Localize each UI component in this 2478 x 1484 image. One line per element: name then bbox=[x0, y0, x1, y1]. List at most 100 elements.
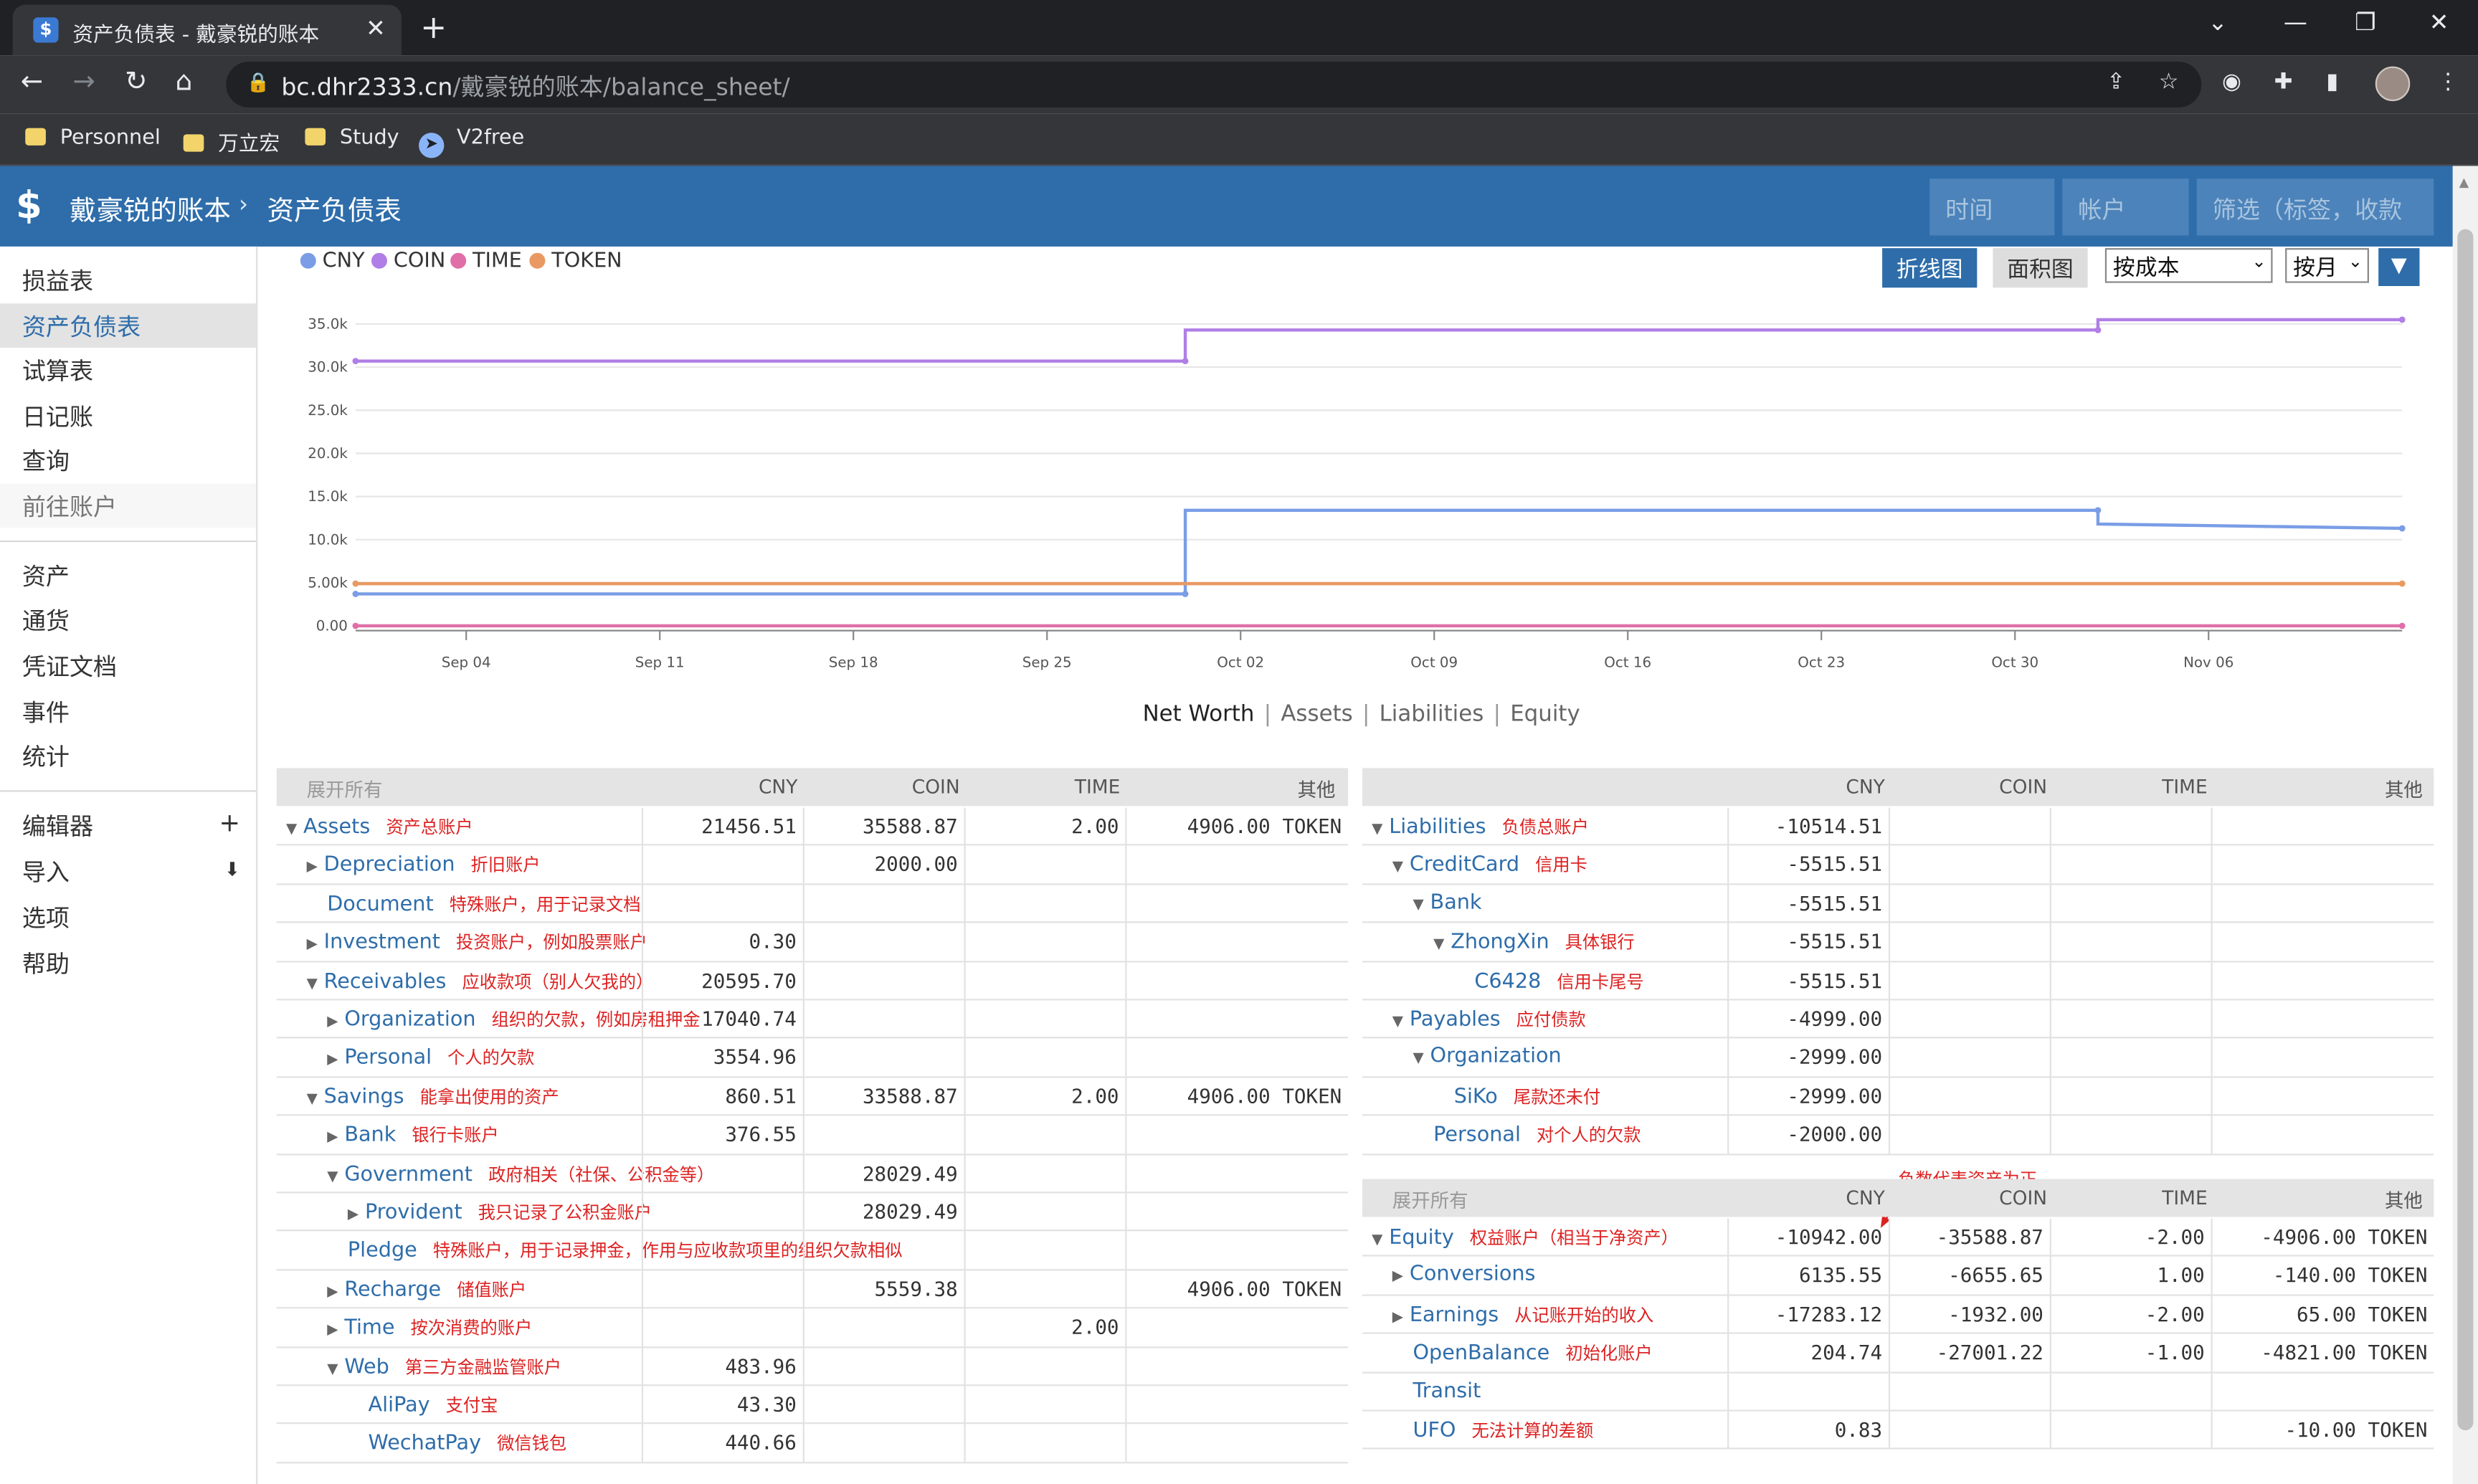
account-label[interactable]: Bank bbox=[1430, 890, 1482, 915]
account-name[interactable]: UFO 无法计算的差额 bbox=[1392, 1417, 1593, 1443]
sidebar-item-help[interactable]: 帮助 bbox=[22, 949, 70, 979]
account-name[interactable]: ▶ Earnings 从记账开始的收入 bbox=[1392, 1302, 1653, 1327]
account-name[interactable]: Personal 对个人的欠款 bbox=[1413, 1123, 1641, 1148]
account-name[interactable]: ▼ CreditCard 信用卡 bbox=[1392, 852, 1587, 877]
account-name[interactable]: ▶ Recharge 储值账户 bbox=[327, 1277, 526, 1302]
sidebar-item-balance-sheet[interactable]: 资产负债表 bbox=[0, 303, 257, 348]
account-label[interactable]: Time bbox=[344, 1316, 395, 1341]
legend-token[interactable]: TOKEN bbox=[529, 249, 622, 273]
account-label[interactable]: Conversions bbox=[1409, 1263, 1536, 1288]
account-label[interactable]: Organization bbox=[1430, 1045, 1562, 1070]
sidebar-item-goto-account[interactable]: 前往账户 bbox=[0, 483, 257, 528]
legend-time[interactable]: TIME bbox=[450, 249, 522, 273]
caret-down-icon[interactable]: ▼ bbox=[1392, 1014, 1404, 1031]
account-label[interactable]: Transit bbox=[1413, 1379, 1481, 1403]
window-close-icon[interactable]: ✕ bbox=[2429, 8, 2449, 37]
tab-equity[interactable]: Equity bbox=[1510, 701, 1580, 728]
home-icon[interactable]: ⌂ bbox=[175, 66, 193, 98]
caret-down-icon[interactable]: ▼ bbox=[327, 1361, 338, 1378]
sidebar-item-events[interactable]: 事件 bbox=[22, 698, 70, 728]
sidebar-item-assets[interactable]: 资产 bbox=[22, 562, 70, 591]
account-label[interactable]: WechatPay bbox=[368, 1432, 482, 1457]
ledger-logo-icon[interactable]: $ bbox=[16, 183, 42, 228]
caret-right-icon[interactable]: ▶ bbox=[327, 1053, 338, 1070]
account-label[interactable]: AliPay bbox=[368, 1394, 430, 1418]
new-tab-icon[interactable]: + bbox=[420, 8, 447, 46]
tab-search-icon[interactable]: ⌄ bbox=[2208, 8, 2228, 37]
account-label[interactable]: Personal bbox=[344, 1047, 432, 1071]
restore-icon[interactable]: ❐ bbox=[2355, 8, 2376, 37]
account-name[interactable]: ▶ Investment 投资账户，例如股票账户 bbox=[307, 930, 647, 955]
account-label[interactable]: Depreciation bbox=[323, 854, 455, 878]
menu-icon[interactable]: ⋮ bbox=[2436, 69, 2459, 95]
tab-net-worth[interactable]: Net Worth bbox=[1142, 701, 1255, 728]
caret-down-icon[interactable]: ▼ bbox=[1372, 822, 1383, 838]
account-name[interactable]: ▶ Personal 个人的欠款 bbox=[327, 1045, 534, 1070]
account-name[interactable]: ▶ Provident 我只记录了公积金账户 bbox=[348, 1199, 652, 1224]
account-label[interactable]: Organization bbox=[344, 1008, 476, 1032]
search-filter-input[interactable]: 筛选（标签，收款 bbox=[2196, 179, 2434, 236]
sidebar-item-income-statement[interactable]: 损益表 bbox=[22, 267, 94, 296]
caret-right-icon[interactable]: ▶ bbox=[327, 1323, 338, 1339]
account-filter-input[interactable]: 帐户 bbox=[2062, 179, 2189, 236]
account-name[interactable]: OpenBalance 初始化账户 bbox=[1392, 1341, 1652, 1366]
account-label[interactable]: CreditCard bbox=[1409, 854, 1520, 878]
account-name[interactable]: ▼ Web 第三方金融监管账户 bbox=[327, 1354, 561, 1379]
expand-all-button[interactable]: 展开所有 bbox=[306, 779, 383, 802]
sidebar-item-documents[interactable]: 凭证文档 bbox=[22, 652, 118, 682]
sidebar-item-query[interactable]: 查询 bbox=[22, 447, 70, 476]
account-label[interactable]: UFO bbox=[1413, 1419, 1456, 1443]
legend-cny[interactable]: CNY bbox=[300, 249, 365, 273]
caret-right-icon[interactable]: ▶ bbox=[1392, 1270, 1404, 1286]
account-name[interactable]: Pledge 特殊账户，用于记录押金，作用与应收款项里的组织欠款相似 bbox=[327, 1238, 903, 1264]
account-label[interactable]: Government bbox=[344, 1162, 473, 1186]
account-label[interactable]: Receivables bbox=[323, 969, 447, 994]
account-label[interactable]: Equity bbox=[1389, 1226, 1454, 1250]
account-label[interactable]: Web bbox=[344, 1355, 389, 1379]
account-label[interactable]: Pledge bbox=[347, 1240, 417, 1264]
account-label[interactable]: Recharge bbox=[344, 1278, 442, 1303]
profile-avatar[interactable] bbox=[2375, 66, 2411, 102]
bookmark-v2free[interactable]: ➤ V2free bbox=[419, 126, 524, 158]
interval-select[interactable]: 按月 ⌄ bbox=[2285, 248, 2369, 283]
account-name[interactable]: SiKo 尾款还未付 bbox=[1433, 1084, 1600, 1109]
account-label[interactable]: ZhongXin bbox=[1451, 931, 1549, 955]
download-icon[interactable]: ⬇ bbox=[224, 858, 241, 880]
side-panel-icon[interactable]: ▮ bbox=[2326, 69, 2339, 95]
caret-right-icon[interactable]: ▶ bbox=[306, 937, 318, 953]
account-label[interactable]: Payables bbox=[1409, 1008, 1501, 1032]
browser-tab[interactable]: $ 资产负债表 - 戴豪锐的账本 ✕ bbox=[12, 4, 402, 56]
tab-close-icon[interactable]: ✕ bbox=[366, 14, 386, 43]
account-name[interactable]: ▶ Organization 组织的欠款，例如房租押金 bbox=[327, 1007, 700, 1032]
account-name[interactable]: ▼ Organization bbox=[1413, 1045, 1561, 1069]
account-name[interactable]: ▶ Conversions bbox=[1392, 1263, 1536, 1287]
caret-right-icon[interactable]: ▶ bbox=[306, 860, 318, 877]
scrollbar-thumb[interactable] bbox=[2457, 229, 2474, 1431]
account-name[interactable]: ▼ Equity 权益账户（相当于净资产） bbox=[1372, 1224, 1679, 1250]
account-label[interactable]: OpenBalance bbox=[1413, 1342, 1550, 1366]
forward-icon[interactable]: → bbox=[72, 66, 95, 98]
account-name[interactable]: ▼ Assets 资产总账户 bbox=[286, 814, 473, 839]
sidebar-item-import[interactable]: 导入 ⬇ bbox=[22, 858, 241, 887]
account-name[interactable]: ▼ ZhongXin 具体银行 bbox=[1433, 930, 1635, 955]
caret-down-icon[interactable]: ▼ bbox=[1413, 1051, 1424, 1067]
account-name[interactable]: AliPay 支付宝 bbox=[348, 1392, 498, 1417]
caret-down-icon[interactable]: ▼ bbox=[1433, 937, 1445, 953]
account-label[interactable]: Personal bbox=[1433, 1123, 1521, 1148]
account-label[interactable]: C6428 bbox=[1474, 969, 1542, 994]
bookmark-personnel[interactable]: Personnel bbox=[25, 126, 161, 150]
caret-right-icon[interactable]: ▶ bbox=[327, 1284, 338, 1300]
account-label[interactable]: Bank bbox=[344, 1123, 397, 1148]
account-name[interactable]: ▶ Bank 银行卡账户 bbox=[327, 1123, 498, 1148]
scroll-up-icon[interactable]: ▲ bbox=[2459, 175, 2469, 190]
account-label[interactable]: Document bbox=[327, 893, 434, 917]
line-chart-button[interactable]: 折线图 bbox=[1882, 248, 1978, 288]
app-title[interactable]: 戴豪锐的账本 bbox=[69, 196, 231, 228]
account-label[interactable]: Savings bbox=[323, 1085, 404, 1110]
caret-down-icon[interactable]: ▼ bbox=[327, 1169, 338, 1185]
bookmark-star-icon[interactable]: ☆ bbox=[2158, 69, 2179, 95]
expand-all-button[interactable]: 展开所有 bbox=[1392, 1189, 1468, 1212]
sidebar-item-journal[interactable]: 日记账 bbox=[22, 403, 94, 432]
add-icon[interactable]: + bbox=[219, 807, 241, 838]
chart-toggle-icon[interactable]: ▼ bbox=[2378, 248, 2420, 287]
